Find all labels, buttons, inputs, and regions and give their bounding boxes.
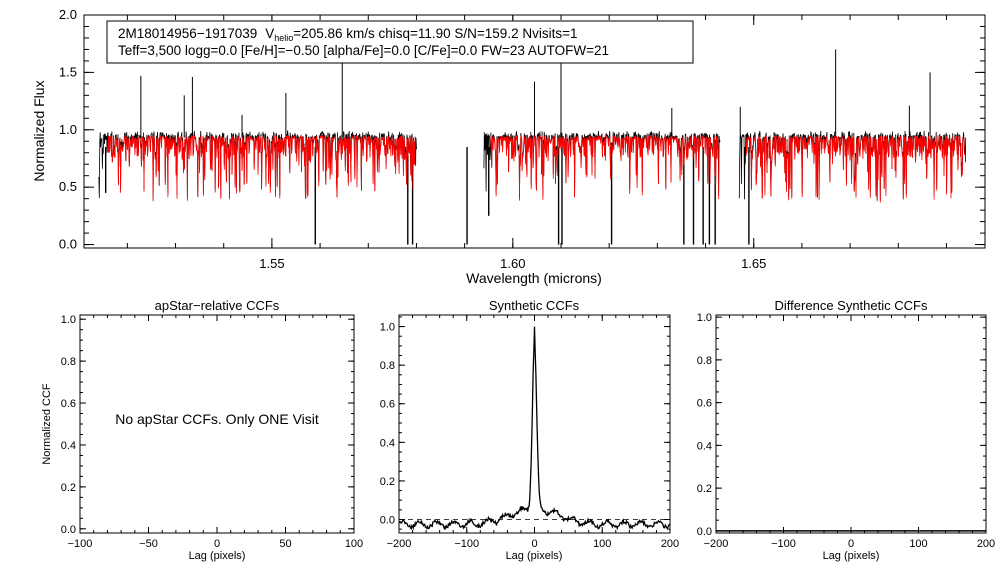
apstar-ccf-title: apStar−relative CCFs	[155, 298, 280, 313]
y-tick-label: 0.8	[61, 356, 76, 368]
x-tick-label: −100	[454, 538, 479, 550]
y-tick-label: 1.5	[59, 64, 77, 79]
y-tick-label: 1.0	[59, 122, 77, 137]
model-flux-segment	[107, 134, 416, 202]
x-tick-label: −100	[771, 538, 796, 550]
y-tick-label: 1.0	[380, 322, 395, 334]
x-tick-label: −50	[139, 538, 158, 550]
y-tick-label: 0.2	[380, 476, 395, 488]
synthetic-ccf-title: Synthetic CCFs	[489, 298, 580, 313]
model-flux-segment	[745, 134, 965, 203]
y-tick-label: 0.0	[61, 524, 76, 536]
x-tick-label: 200	[661, 538, 679, 550]
x-tick-label: 0	[848, 538, 854, 550]
y-tick-label: 0.6	[697, 398, 712, 410]
y-tick-label: 0.6	[61, 398, 76, 410]
y-tick-label: 0.8	[380, 360, 395, 372]
x-tick-label: 100	[345, 538, 363, 550]
header-v-subscript: helio	[274, 33, 293, 43]
synthetic-ccf-panel: Synthetic CCFs −200 −100 0 100 200 0.0 0.2 0.4 0…	[380, 298, 679, 562]
header-v-symbol: V	[265, 26, 274, 41]
spectrum-header-line1: 2M18014956−1917039 Vhelio=205.86 km/s chi…	[118, 26, 577, 43]
y-tick-label: 1.0	[61, 314, 76, 326]
y-tick-label: 0.4	[61, 440, 76, 452]
spectrum-panel: 1.55 1.60 1.65 0.0 0.5 1.0 1.5 2.0 2M18014956−1…	[31, 7, 986, 286]
header-star-id: 2M18014956−1917039	[118, 26, 257, 41]
x-tick-label: 100	[909, 538, 927, 550]
apstar-ccf-annotation: No apStar CCFs. Only ONE Visit	[115, 411, 319, 427]
x-tick-label: −200	[704, 538, 729, 550]
y-tick-label: 0.8	[697, 355, 712, 367]
x-tick-label: 1.65	[741, 256, 766, 271]
y-tick-label: 0.4	[380, 437, 395, 449]
y-tick-label: 2.0	[59, 7, 77, 22]
spectrum-frame	[83, 14, 986, 249]
x-tick-label: 0	[531, 538, 537, 550]
apstar-ccf-x-axis-title: Lag (pixels)	[189, 550, 246, 562]
synthetic-ccf-curve	[398, 326, 671, 531]
y-tick-label: 0.0	[380, 514, 395, 526]
observed-spectrum-line	[98, 49, 967, 245]
x-tick-label: −100	[68, 538, 93, 550]
x-tick-label: 200	[977, 538, 995, 550]
x-tick-label: 0	[214, 538, 220, 550]
x-tick-label: 1.55	[259, 256, 284, 271]
difference-ccf-panel: Difference Synthetic CCFs −200 −100 0 100 20…	[697, 298, 995, 562]
synthetic-ccf-x-axis-title: Lag (pixels)	[506, 550, 563, 562]
y-tick-label: 0.4	[697, 440, 712, 452]
y-tick-label: 0.0	[697, 526, 712, 538]
apstar-ccf-panel: apStar−relative CCFs No apStar CCFs. Onl…	[41, 298, 363, 562]
y-tick-label: 0.2	[61, 482, 76, 494]
difference-ccf-frame	[715, 314, 987, 534]
spectrum-header-box	[106, 20, 694, 64]
model-flux-segment	[490, 134, 720, 201]
spectrum-y-axis-title: Normalized Flux	[31, 80, 47, 181]
y-tick-label: 0.0	[59, 237, 77, 252]
model-spectrum-line	[107, 134, 965, 203]
synthetic-ccf-ticks: −200 −100 0 100 200 0.0 0.2 0.4 0.6 0.8 1.0	[380, 315, 679, 550]
y-tick-label: 0.2	[697, 483, 712, 495]
difference-ccf-x-axis-title: Lag (pixels)	[823, 550, 880, 562]
y-tick-label: 0.5	[59, 179, 77, 194]
difference-ccf-title: Difference Synthetic CCFs	[775, 298, 928, 313]
x-tick-label: 50	[279, 538, 291, 550]
x-tick-label: −200	[387, 538, 412, 550]
header-line1-rest: =205.86 km/s chisq=11.90 S/N=159.2 Nvisi…	[293, 26, 577, 41]
synthetic-ccf-line	[398, 326, 671, 531]
apstar-ccf-y-axis-title: Normalized CCF	[41, 383, 53, 465]
apstar-ccf-ticks: −100 −50 0 50 100 0.0 0.2 0.4 0.6 0.8 1.0	[61, 314, 363, 550]
spectrum-ticks: 1.55 1.60 1.65 0.0 0.5 1.0 1.5 2.0	[59, 7, 985, 271]
spectrum-x-axis-title: Wavelength (microns)	[466, 270, 602, 286]
x-tick-label: 100	[593, 538, 611, 550]
spectrum-header-line2: Teff=3,500 logg=0.0 [Fe/H]=−0.50 [alpha/…	[118, 43, 609, 58]
x-tick-label: 1.60	[500, 256, 525, 271]
y-tick-label: 0.6	[380, 399, 395, 411]
difference-ccf-ticks: −200 −100 0 100 200 0.0 0.2 0.4 0.6 0.8 1.0	[697, 312, 995, 550]
y-tick-label: 1.0	[697, 312, 712, 324]
